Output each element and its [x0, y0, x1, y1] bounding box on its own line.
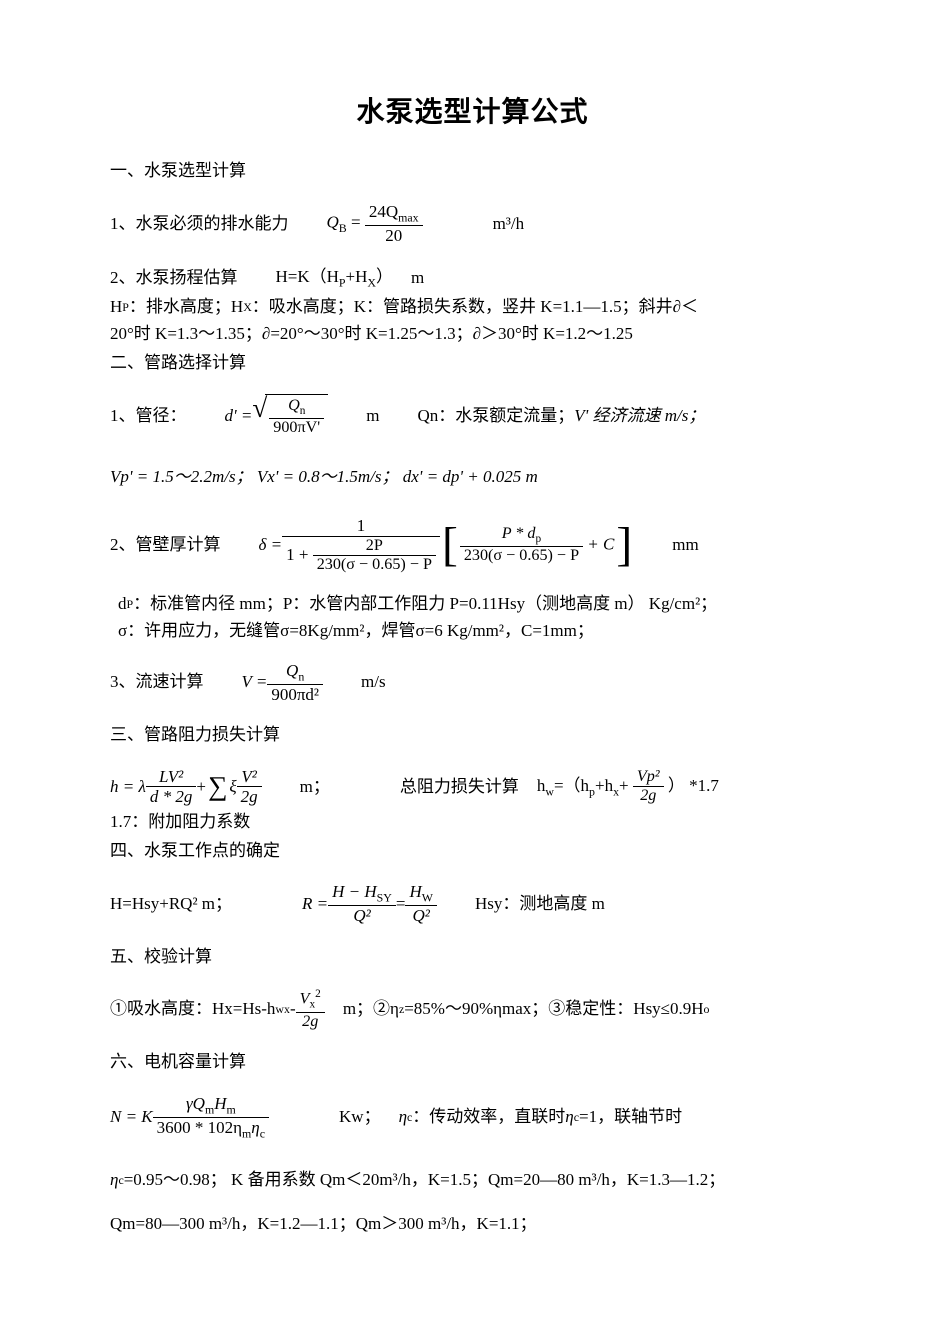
s3-note: 1.7：附加阻力系数 [110, 811, 835, 834]
s1-item2-label: 2、水泵扬程估算 [110, 265, 238, 291]
sum-icon: ∑ [208, 776, 227, 798]
page-title: 水泵选型计算公式 [110, 90, 835, 130]
s6-l2: ηc=0.95～0.98； K 备用系数 Qm＜20m³/h，K=1.5；Qm=… [110, 1167, 835, 1193]
s2-item3: 3、流速计算 V = Qn 900πd² m/s [110, 661, 835, 705]
section-4-heading: 四、水泵工作点的确定 [110, 838, 835, 864]
section-6-heading: 六、电机容量计算 [110, 1049, 835, 1075]
s2-note-l1: dP：标准管内径 mm；P：水管内部工作阻力 P=0.11Hsy（测地高度 m）… [118, 593, 835, 616]
section-2-heading: 二、管路选择计算 [110, 350, 835, 376]
s2-item2: 2、管壁厚计算 δ = 1 1 + 2P 230(σ − 0.65) − P [… [110, 516, 835, 575]
s1-desc-l1: HP：排水高度；HX：吸水高度；K：管路损失系数，竖井 K=1.1—1.5；斜井… [110, 296, 835, 319]
s1-desc-l2: 20°时 K=1.3～1.35；∂=20°～30°时 K=1.25～1.3；∂＞… [110, 323, 835, 346]
formula-h: H=K（HP+HX） [276, 264, 394, 292]
s2-line-v: Vp' = 1.5～2.2m/s； Vx' = 0.8～1.5m/s； dx' … [110, 464, 835, 490]
s1-item1: 1、水泵必须的排水能力 QB = 24Qmax 20 m³/h [110, 202, 835, 246]
s1-item1-unit: m³/h [493, 211, 525, 237]
s2-note-l2: σ：许用应力，无缝管σ=8Kg/mm²，焊管σ=6 Kg/mm²，C=1mm； [118, 620, 835, 643]
formula-qb: QB = 24Qmax 20 [327, 202, 423, 246]
document-page: 水泵选型计算公式 一、水泵选型计算 1、水泵必须的排水能力 QB = 24Qma… [0, 0, 945, 1337]
s4-formula: H=Hsy+RQ² m； R = H − HSY Q² = HW Q² Hsy：… [110, 882, 835, 926]
s1-item2: 2、水泵扬程估算 H=K（HP+HX） m [110, 264, 835, 292]
s1-item1-label: 1、水泵必须的排水能力 [110, 211, 289, 237]
s6-l3: Qm=80—300 m³/h，K=1.2—1.1；Qm＞300 m³/h，K=1… [110, 1211, 835, 1237]
frac-delta-outer: 1 1 + 2P 230(σ − 0.65) − P [282, 516, 440, 575]
s5-line: ①吸水高度：Hx=Hs-hwx- Vx2 2g m；②ηz=85%～90%ηma… [110, 988, 835, 1031]
s2-item1: 1、管径： d' = √ Qn 900πV' m Qn：水泵额定流量； V' 经… [110, 394, 835, 438]
sqrt-d: √ Qn 900πV' [252, 394, 328, 438]
big-bracket: [ P * dp 230(σ − 0.65) − P + C ] [440, 525, 634, 566]
s3-total-formula: hw=（hp+hx+ Vp² 2g ） *1.7 [537, 768, 719, 806]
section-3-heading: 三、管路阻力损失计算 [110, 722, 835, 748]
section-1-heading: 一、水泵选型计算 [110, 158, 835, 184]
section-5-heading: 五、校验计算 [110, 944, 835, 970]
s6-formula: N = K γQmHm 3600 * 102ηmηc Kw； ηc：传动效率，直… [110, 1094, 835, 1141]
s3-formula: h = λ LV² d * 2g + ∑ ξ V² 2g m； 总阻力损失计算 … [110, 767, 835, 807]
